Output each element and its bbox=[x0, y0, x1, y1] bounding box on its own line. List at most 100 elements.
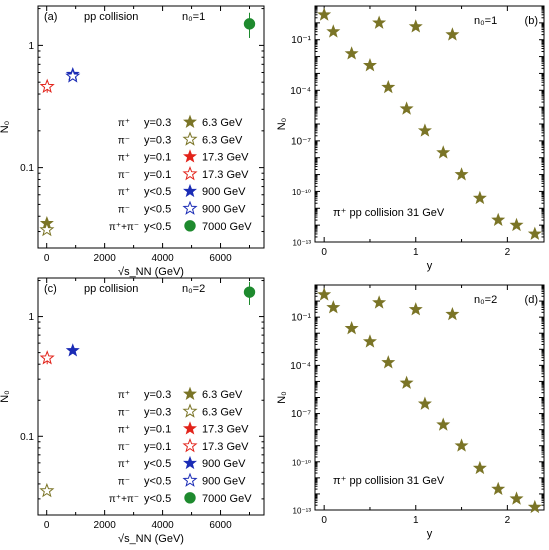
legend-particle: π⁻ bbox=[118, 205, 130, 216]
legend-entry: π⁺ y=0.1 17.3 GeV bbox=[118, 421, 249, 436]
plot-frame bbox=[37, 5, 265, 249]
data-point bbox=[454, 438, 469, 452]
legend-cut: y<0.5 bbox=[144, 458, 171, 470]
legend-entry: π⁺ y=0.3 6.3 GeV bbox=[118, 386, 243, 401]
y-tick-label: 10⁻¹⁰ bbox=[292, 188, 311, 197]
panel-note: π⁺ pp collision 31 GeV bbox=[333, 475, 445, 487]
legend-entry: π⁻ y<0.5 900 GeV bbox=[118, 200, 246, 216]
legend-particle: π⁺ bbox=[118, 425, 130, 436]
y-tick-label: 0.1 bbox=[20, 432, 34, 443]
data-point bbox=[362, 58, 377, 72]
legend-marker bbox=[184, 492, 196, 504]
legend-particle: π⁻ bbox=[118, 135, 130, 146]
data-point bbox=[436, 417, 451, 431]
legend-particle: π⁻ bbox=[118, 170, 130, 181]
x-tick-label: 4000 bbox=[151, 253, 174, 264]
legend-energy: 17.3 GeV bbox=[202, 152, 249, 164]
legend-entry: π⁻ y=0.3 6.3 GeV bbox=[118, 403, 243, 418]
legend-energy: 7000 GeV bbox=[202, 221, 252, 233]
data-point bbox=[317, 7, 332, 21]
legend-marker bbox=[182, 165, 198, 181]
data-point bbox=[527, 499, 542, 514]
x-tick-label: 0 bbox=[321, 247, 327, 258]
data-point bbox=[372, 15, 387, 29]
y-axis-label: N₀ bbox=[0, 390, 11, 403]
legend-cut: y<0.5 bbox=[144, 186, 171, 198]
legend-cut: y=0.1 bbox=[144, 152, 171, 164]
legend-cut: y=0.1 bbox=[144, 169, 171, 181]
legend-marker bbox=[183, 114, 197, 128]
legend-entry: π⁺ y<0.5 900 GeV bbox=[118, 183, 246, 198]
data-point bbox=[445, 306, 460, 321]
legend: π⁺ y=0.3 6.3 GeV π⁻ y=0.3 6.3 GeV π⁺ y=0.1 17.3 … bbox=[109, 386, 252, 505]
legend-cut: y=0.1 bbox=[144, 441, 171, 453]
legend-entry: π⁺+π⁻ y<0.5 7000 GeV bbox=[109, 492, 252, 505]
legend-energy: 900 GeV bbox=[202, 186, 246, 198]
legend-particle: π⁻ bbox=[118, 442, 130, 453]
legend-energy: 6.3 GeV bbox=[202, 134, 243, 146]
x-axis-label: √s_NN (GeV) bbox=[118, 266, 184, 278]
panel-label: (c) bbox=[44, 283, 57, 295]
data-point bbox=[65, 68, 81, 83]
legend-marker bbox=[182, 403, 198, 418]
legend-entry: π⁺ y=0.3 6.3 GeV bbox=[118, 114, 243, 129]
x-tick-label: 4000 bbox=[151, 520, 174, 531]
y-axis-label: N₀ bbox=[276, 118, 288, 131]
legend-entry: π⁺+π⁻ y<0.5 7000 GeV bbox=[109, 220, 252, 233]
legend-marker bbox=[184, 220, 196, 232]
data-point bbox=[436, 145, 451, 159]
legend-energy: 6.3 GeV bbox=[202, 117, 243, 129]
panel-d: 0 1 2 10⁻¹³ 10⁻¹⁰ 10⁻⁷ 10⁻⁴ 10⁻¹ y N₀ n₀=2 (d) π⁺ pp… bbox=[276, 284, 545, 540]
legend-particle: π⁻ bbox=[118, 407, 130, 418]
data-point bbox=[454, 167, 469, 181]
legend-entry: π⁻ y=0.1 17.3 GeV bbox=[118, 165, 249, 181]
legend-particle: π⁺ bbox=[118, 118, 130, 129]
data-point bbox=[65, 343, 80, 357]
plot-frame bbox=[37, 277, 265, 516]
legend-particle: π⁺ bbox=[118, 187, 130, 198]
y-tick-label: 1 bbox=[28, 41, 34, 52]
x-tick-label: 6000 bbox=[209, 520, 232, 531]
legend-particle: π⁺+π⁻ bbox=[109, 222, 139, 233]
x-tick-label: 1 bbox=[413, 515, 419, 526]
y-tick-label: 10⁻¹⁰ bbox=[292, 458, 311, 467]
panel-title: pp collision bbox=[84, 11, 138, 23]
data-point bbox=[243, 18, 256, 30]
n0-annotation: n₀=2 bbox=[182, 283, 205, 295]
x-tick-label: 2000 bbox=[94, 253, 117, 264]
legend-marker bbox=[182, 200, 198, 215]
n0-annotation: n₀=1 bbox=[474, 15, 497, 27]
data-point bbox=[527, 226, 542, 240]
panel-label: (b) bbox=[525, 15, 538, 27]
y-tick-label: 10⁻¹ bbox=[291, 313, 311, 324]
panel-label: (a) bbox=[44, 11, 57, 23]
legend-cut: y=0.3 bbox=[144, 117, 171, 129]
panel-title: pp collision bbox=[84, 283, 138, 295]
x-tick-label: 0 bbox=[44, 253, 50, 264]
n0-annotation: n₀=1 bbox=[182, 11, 205, 23]
legend-cut: y<0.5 bbox=[144, 476, 171, 488]
data-point bbox=[317, 287, 332, 301]
x-tick-label: 0 bbox=[44, 520, 50, 531]
legend-marker bbox=[182, 131, 198, 146]
legend-entry: π⁻ y<0.5 900 GeV bbox=[118, 472, 246, 488]
y-tick-label: 0.1 bbox=[20, 163, 34, 174]
y-axis-label: N₀ bbox=[276, 391, 288, 404]
y-tick-label: 10⁻⁷ bbox=[291, 409, 311, 420]
data-point bbox=[372, 295, 387, 309]
legend-marker bbox=[183, 386, 197, 400]
legend-particle: π⁻ bbox=[118, 477, 130, 488]
x-axis-label: √s_NN (GeV) bbox=[118, 533, 184, 545]
y-axis-label: N₀ bbox=[0, 121, 11, 134]
data-point bbox=[491, 481, 506, 496]
data-point bbox=[39, 78, 55, 94]
panel-note: π⁺ pp collision 31 GeV bbox=[333, 207, 445, 219]
legend-energy: 17.3 GeV bbox=[202, 424, 249, 436]
legend-entry: π⁻ y=0.1 17.3 GeV bbox=[118, 437, 249, 453]
legend-cut: y<0.5 bbox=[144, 204, 171, 216]
legend-marker bbox=[182, 437, 198, 453]
data-point bbox=[408, 302, 423, 316]
x-tick-label: 2 bbox=[505, 247, 511, 258]
data-point bbox=[381, 355, 396, 369]
data-point bbox=[399, 101, 414, 115]
